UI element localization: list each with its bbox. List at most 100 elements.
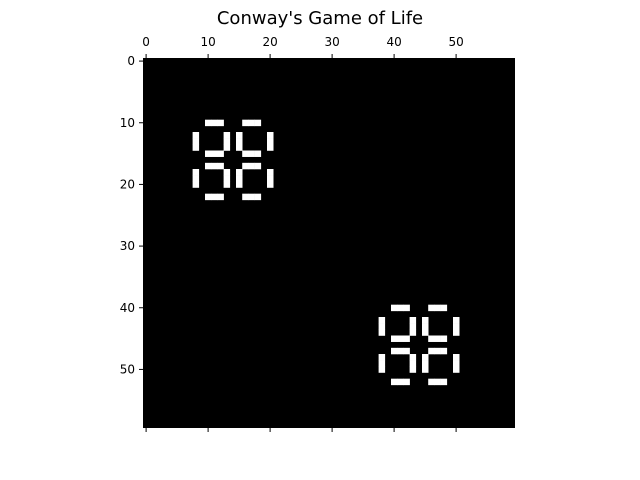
live-cell — [409, 360, 417, 367]
live-cell — [248, 193, 255, 201]
live-cell — [223, 181, 231, 188]
y-tick-label: 20 — [120, 177, 135, 191]
live-cell — [453, 317, 460, 324]
y-tick-label: 10 — [120, 116, 135, 130]
pattern-pulsar — [378, 304, 460, 386]
live-cell — [428, 378, 435, 386]
live-cell — [428, 347, 435, 355]
live-cell — [205, 119, 212, 127]
live-cell — [205, 162, 212, 170]
live-cell — [192, 175, 200, 182]
live-cell — [409, 329, 417, 336]
live-cell — [205, 150, 212, 157]
live-cell — [242, 119, 249, 127]
live-cell — [403, 378, 410, 386]
live-cell — [236, 138, 243, 145]
live-cell — [248, 150, 255, 157]
live-cell — [434, 304, 441, 312]
live-cell — [409, 354, 417, 361]
live-cell — [397, 378, 404, 386]
live-cell — [378, 354, 386, 361]
live-cell — [428, 335, 435, 342]
live-cell — [242, 162, 249, 170]
live-cell — [391, 378, 398, 386]
live-cell — [440, 347, 448, 355]
live-cell — [267, 175, 274, 182]
x-axis: 0 10 20 30 40 50 — [142, 35, 464, 432]
live-cell — [223, 175, 231, 182]
live-cell — [428, 304, 435, 312]
live-cell — [422, 354, 429, 361]
live-cell — [211, 119, 218, 127]
live-cell — [192, 169, 200, 176]
live-cell — [422, 360, 429, 367]
live-cell — [397, 304, 404, 312]
live-cell — [236, 181, 243, 188]
live-cell — [254, 119, 262, 127]
live-cell — [453, 329, 460, 336]
live-cell — [267, 138, 274, 145]
live-cell — [217, 150, 224, 157]
pattern-pulsar — [192, 119, 274, 201]
live-cell — [378, 317, 386, 324]
live-cell — [236, 175, 243, 182]
live-cell — [378, 360, 386, 367]
live-cell — [422, 323, 429, 330]
live-cell — [422, 317, 429, 324]
live-cell — [403, 335, 410, 342]
live-cell — [391, 335, 398, 342]
live-cell — [223, 144, 231, 151]
x-tick-label: 30 — [324, 35, 339, 49]
live-cell — [434, 335, 441, 342]
live-cell — [267, 132, 274, 139]
live-cell — [217, 162, 224, 170]
live-cell — [409, 366, 417, 373]
live-cell — [223, 169, 231, 176]
live-cell — [409, 323, 417, 330]
live-cell — [205, 193, 212, 201]
live-cell — [254, 150, 262, 157]
chart-title: Conway's Game of Life — [217, 8, 423, 29]
live-cell — [378, 329, 386, 336]
live-cell — [434, 378, 441, 386]
live-cell — [211, 150, 218, 157]
live-cell — [248, 119, 255, 127]
live-cell — [267, 181, 274, 188]
live-cell — [378, 366, 386, 373]
live-cell — [217, 193, 224, 201]
live-cell — [403, 304, 410, 312]
y-tick-label: 40 — [120, 301, 135, 315]
live-cell — [211, 162, 218, 170]
y-tick-label: 0 — [127, 54, 135, 68]
live-cell — [217, 119, 224, 127]
live-cell — [440, 378, 448, 386]
live-cell — [192, 181, 200, 188]
live-cell — [397, 347, 404, 355]
live-cell — [248, 162, 255, 170]
live-cell — [267, 144, 274, 151]
live-cell — [453, 360, 460, 367]
live-cell — [391, 347, 398, 355]
live-cell — [254, 162, 262, 170]
x-tick-label: 50 — [448, 35, 463, 49]
y-tick-label: 50 — [120, 362, 135, 376]
live-cell — [440, 335, 448, 342]
live-cell — [397, 335, 404, 342]
live-cell — [223, 138, 231, 145]
live-cell — [434, 347, 441, 355]
live-cell — [192, 138, 200, 145]
live-cell — [409, 317, 417, 324]
live-cell — [453, 366, 460, 373]
y-axis: 0 10 20 30 40 50 — [120, 54, 143, 376]
live-cell — [453, 354, 460, 361]
y-tick-label: 30 — [120, 239, 135, 253]
live-cell — [236, 144, 243, 151]
live-cell — [211, 193, 218, 201]
live-cell — [223, 132, 231, 139]
live-cell — [236, 132, 243, 139]
live-cell — [236, 169, 243, 176]
live-cell — [192, 144, 200, 151]
live-cell — [378, 323, 386, 330]
live-cell — [267, 169, 274, 176]
x-tick-label: 0 — [142, 35, 150, 49]
